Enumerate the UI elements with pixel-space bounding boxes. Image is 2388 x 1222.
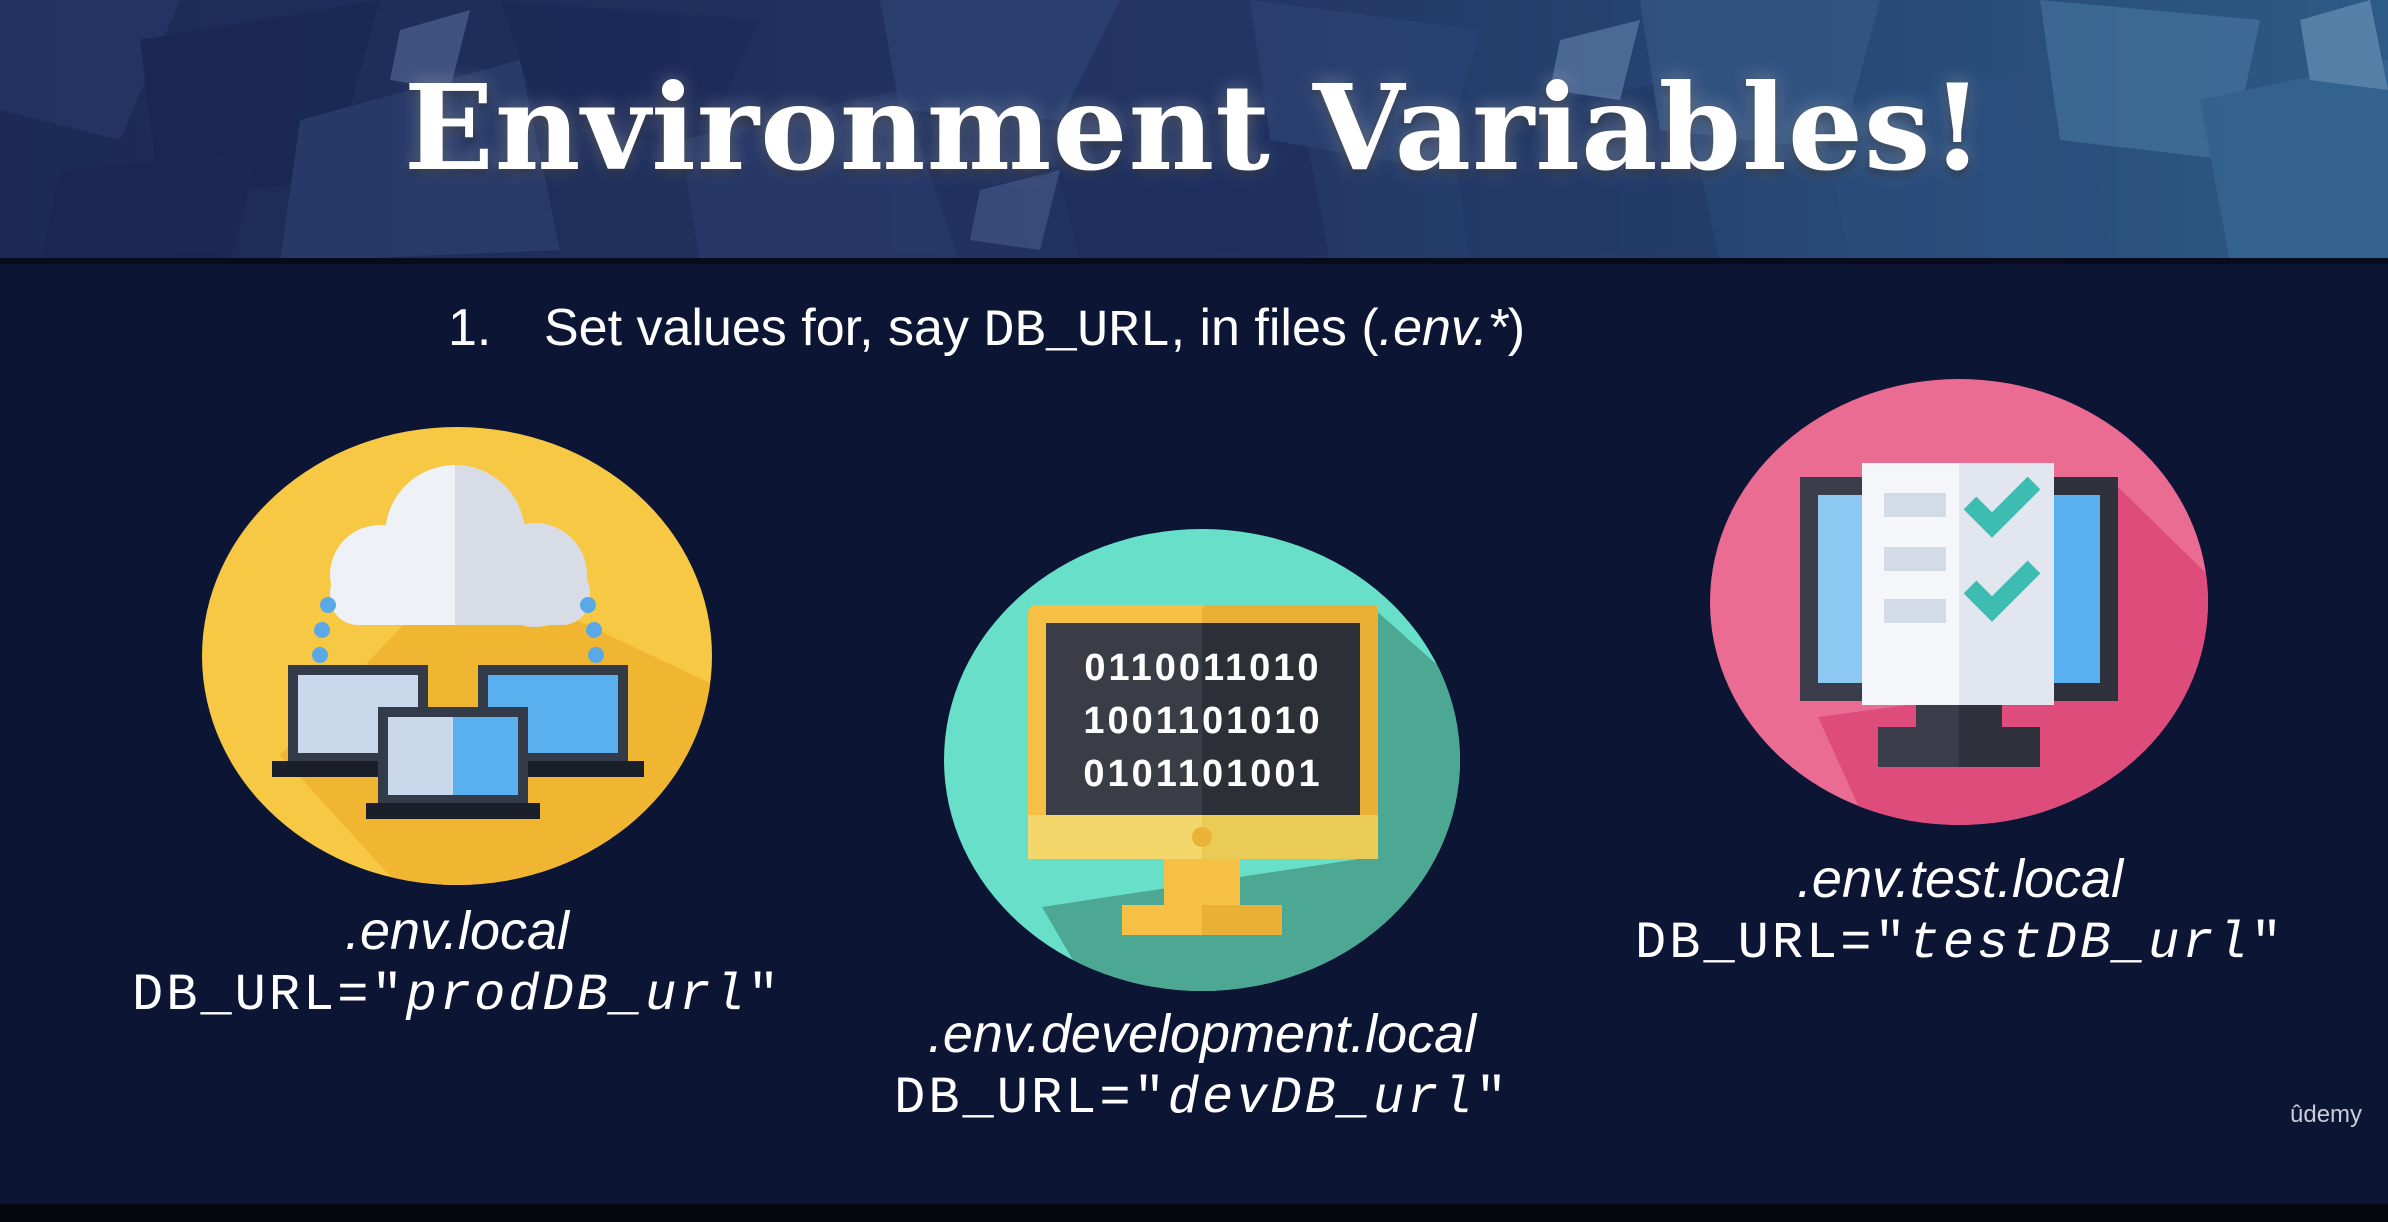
- step-code: DB_URL: [983, 302, 1171, 361]
- banner-texture: [0, 0, 2388, 262]
- env-file-card-prod: .env.local DB_URL="prodDB_url": [40, 900, 874, 1025]
- step-files-pattern: .env.*: [1378, 299, 1508, 357]
- db-url-line: DB_URL="prodDB_url": [40, 966, 874, 1025]
- title-banner: Environment Variables!: [0, 0, 2388, 262]
- db-url-prefix: DB_URL=": [894, 1069, 1168, 1128]
- checklist-monitor-icon: [1710, 379, 2208, 825]
- env-file-card-test: .env.test.local DB_URL="testDB_url": [1540, 848, 2380, 973]
- slide-title: Environment Variables!: [403, 58, 1985, 197]
- step-number: 1.: [448, 299, 492, 357]
- cloud-network-icon: [202, 427, 712, 885]
- binary-line-2: 1001101010: [1083, 700, 1322, 742]
- env-file-card-dev: .env.development.local DB_URL="devDB_url…: [780, 1003, 1624, 1128]
- step-text-middle: , in files (: [1170, 299, 1379, 357]
- udemy-watermark: ûdemy: [2290, 1101, 2363, 1128]
- db-url-value: prodDB_url: [405, 966, 748, 1025]
- db-url-line: DB_URL="testDB_url": [1540, 914, 2380, 973]
- db-url-value: devDB_url: [1167, 1069, 1476, 1128]
- env-filename: .env.test.local: [1796, 849, 2124, 909]
- db-url-suffix: ": [747, 966, 782, 1025]
- bottom-bar: [0, 1204, 2388, 1222]
- env-filename: .env.local: [344, 901, 570, 961]
- step-text-before: Set values for, say: [544, 299, 984, 357]
- db-url-prefix: DB_URL=": [1635, 914, 1909, 973]
- binary-line-1: 0110011010: [1084, 647, 1321, 689]
- db-url-line: DB_URL="devDB_url": [780, 1069, 1624, 1128]
- env-filename: .env.development.local: [927, 1004, 1477, 1064]
- db-url-prefix: DB_URL=": [132, 966, 406, 1025]
- db-url-suffix: ": [2250, 914, 2285, 973]
- banner-divider: [0, 258, 2388, 264]
- db-url-suffix: ": [1475, 1069, 1510, 1128]
- binary-line-3: 0101101001: [1083, 753, 1322, 795]
- binary-monitor-icon: 0110011010 1001101010 0101101001: [944, 529, 1460, 991]
- step-text-after: ): [1507, 299, 1526, 357]
- db-url-value: testDB_url: [1908, 914, 2251, 973]
- step-instruction: 1. Set values for, say DB_URL, in files (…: [448, 298, 1525, 361]
